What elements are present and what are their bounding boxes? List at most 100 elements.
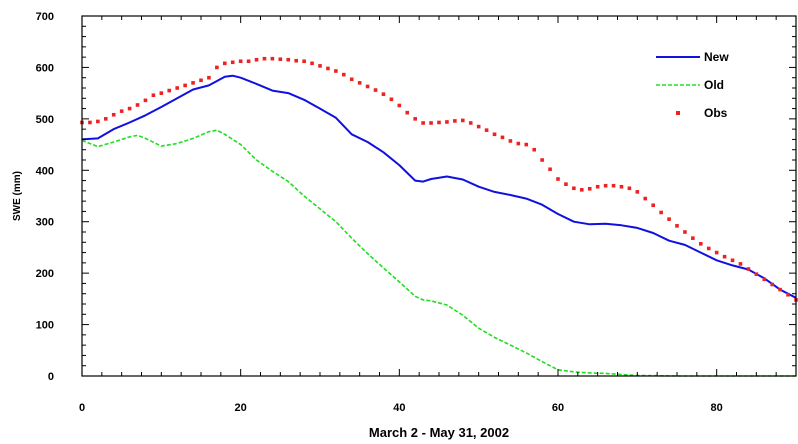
obs-point [556,177,560,181]
obs-point [691,236,695,240]
obs-point [119,109,124,113]
obs-point [262,56,267,61]
obs-point [675,224,679,228]
x-tick-label: 60 [552,402,564,414]
obs-point [223,61,227,66]
obs-point [207,75,211,80]
obs-point [778,287,782,292]
obs-point [540,158,544,162]
obs-point [722,254,727,259]
obs-point [326,66,330,71]
obs-point [699,242,703,246]
y-tick-label: 600 [36,62,54,74]
legend-swatch [676,111,680,115]
x-axis-title: March 2 - May 31, 2002 [369,425,509,440]
obs-point [342,72,346,77]
x-tick-label: 0 [79,402,85,414]
y-axis-title: SWE (mm) [12,171,23,221]
obs-point [421,121,425,125]
x-tick-label: 20 [235,402,247,414]
obs-point [310,61,314,66]
obs-point [246,59,251,64]
obs-point [373,88,378,92]
obs-point [294,58,298,63]
obs-point [365,84,370,89]
obs-point [349,77,354,82]
obs-point [405,110,410,115]
obs-point [135,103,140,107]
obs-point [191,81,195,85]
obs-point [746,267,751,271]
obs-point [318,64,322,68]
legend-entry-new: New [656,50,729,64]
obs-point [445,120,449,124]
obs-point [278,57,283,61]
obs-point [714,250,719,255]
obs-point [492,132,497,137]
obs-point [230,60,235,65]
obs-point [643,196,648,201]
legend-label: Obs [704,106,728,120]
legend-label: Old [704,78,724,92]
obs-point [167,88,172,93]
obs-point [104,117,108,121]
obs-point [500,135,505,140]
series-old-line [81,129,796,377]
obs-point [754,272,759,276]
obs-point [413,117,417,121]
obs-point [96,119,100,124]
obs-point [468,121,473,125]
obs-point [524,142,529,147]
y-tick-label: 300 [36,217,54,229]
obs-point [572,186,576,191]
obs-point [88,120,92,125]
tick-labels: 0 20 40 60 80 0 100 200 300 400 500 600 700 [36,11,723,414]
plot-series [80,56,798,377]
obs-point [238,59,243,64]
obs-point [127,106,132,111]
obs-point [111,112,116,117]
obs-point [587,187,592,191]
x-tick-label: 80 [711,402,723,414]
obs-point [564,182,568,186]
obs-point [397,103,402,108]
obs-point [389,97,394,102]
obs-point [603,183,608,188]
obs-point [286,57,291,62]
obs-point [706,246,711,251]
obs-point [357,81,362,85]
y-tick-label: 700 [36,11,54,23]
legend: New Old Obs [656,50,729,120]
obs-point [429,121,433,125]
obs-point [635,190,640,194]
legend-entry-obs: Obs [676,106,728,120]
obs-point [683,230,687,234]
y-tick-label: 500 [36,114,54,126]
obs-point [151,93,156,97]
legend-label: New [704,50,729,64]
series-new-line [81,74,797,299]
obs-point [619,184,624,189]
obs-point [786,292,790,297]
obs-point [175,86,179,90]
obs-point [199,78,203,83]
obs-point [302,59,306,64]
obs-point [453,119,457,123]
obs-point [183,83,187,88]
obs-point [143,98,148,103]
obs-point [254,57,259,62]
obs-point [580,188,584,192]
legend-entry-old: Old [656,78,724,92]
y-tick-label: 0 [48,371,54,383]
obs-point [437,120,441,125]
obs-point [484,128,489,132]
obs-point [159,91,164,95]
obs-point [476,124,481,129]
obs-point [667,217,671,221]
obs-point [532,147,536,152]
obs-point [770,282,774,287]
obs-point [762,277,767,282]
obs-point [381,92,386,96]
obs-point [516,141,521,146]
